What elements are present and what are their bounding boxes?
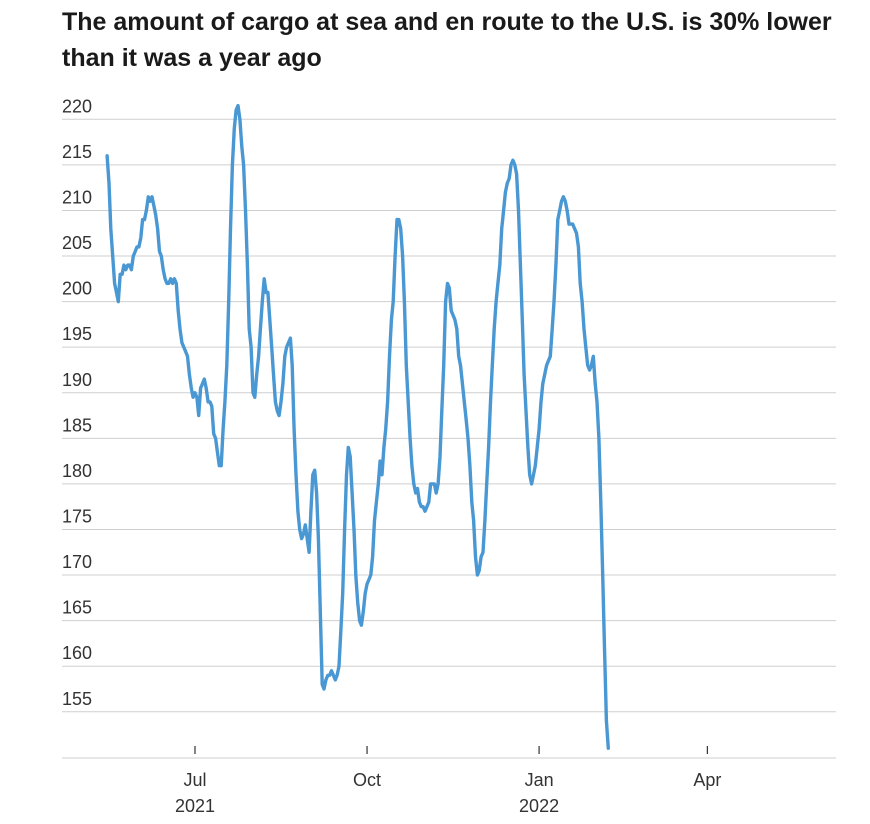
- y-tick-label-165: 165: [62, 598, 92, 618]
- gridlines: [62, 118, 836, 759]
- x-tick-label-jan: Jan: [525, 770, 554, 790]
- y-tick-label-155: 155: [62, 689, 92, 709]
- y-tick-label-175: 175: [62, 506, 92, 526]
- y-tick-label-205: 205: [62, 233, 92, 253]
- y-tick-label-220: 220: [62, 96, 92, 116]
- y-tick-label-215: 215: [62, 142, 92, 162]
- x-tick-label-oct: Oct: [353, 770, 381, 790]
- y-axis: 155 160 165 170 175 180 185 190 195 200 205 210 215 2…: [62, 96, 92, 708]
- x-axis: Jul 2021 Oct Jan 2022 Apr: [175, 746, 721, 816]
- y-tick-label-170: 170: [62, 552, 92, 572]
- series-line-cargo: [105, 103, 610, 750]
- x-tick-year-2022: 2022: [519, 796, 559, 816]
- x-tick-year-2021: 2021: [175, 796, 215, 816]
- x-tick-label-apr: Apr: [693, 770, 721, 790]
- y-tick-label-195: 195: [62, 324, 92, 344]
- x-tick-label-jul: Jul: [183, 770, 206, 790]
- chart-title: The amount of cargo at sea and en route …: [62, 8, 832, 72]
- y-tick-label-210: 210: [62, 187, 92, 207]
- y-tick-label-190: 190: [62, 370, 92, 390]
- y-tick-label-200: 200: [62, 279, 92, 299]
- y-tick-label-160: 160: [62, 643, 92, 663]
- series-group: [105, 103, 610, 750]
- y-tick-label-185: 185: [62, 415, 92, 435]
- y-tick-label-180: 180: [62, 461, 92, 481]
